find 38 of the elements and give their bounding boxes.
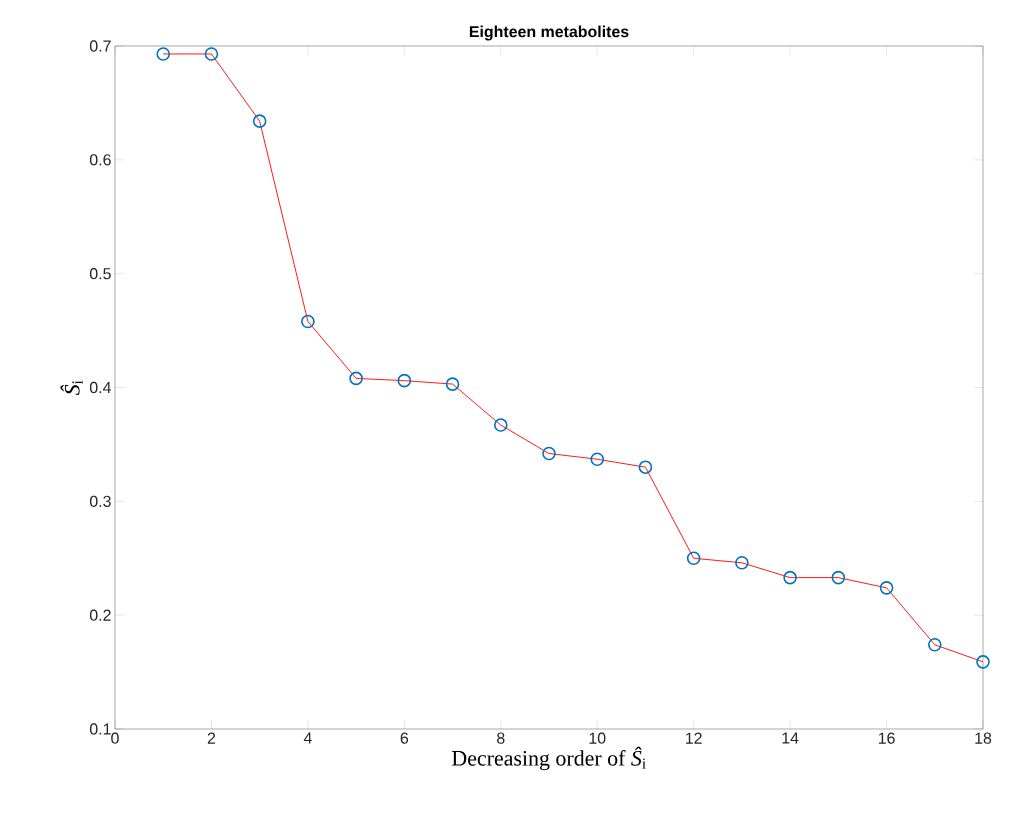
x-axis-title: Decreasing order of Ŝ$_{i}$	[452, 746, 646, 771]
point	[831, 570, 846, 585]
point	[879, 581, 894, 595]
y-tick-label: 0.5	[89, 268, 111, 280]
point	[976, 655, 990, 669]
point	[493, 418, 508, 432]
point	[542, 446, 556, 461]
x-tick-label: 8	[497, 732, 505, 744]
point	[156, 47, 171, 61]
point	[735, 556, 749, 570]
point	[686, 551, 701, 566]
point	[252, 114, 267, 128]
x-tick-label: 14	[782, 732, 799, 744]
x-tick-label: 4	[303, 732, 312, 744]
point	[349, 371, 363, 386]
y-tick-label: 0.2	[89, 609, 111, 621]
point	[927, 637, 942, 652]
point	[397, 373, 412, 388]
y-tick-label: 0.7	[89, 40, 111, 52]
y-tick-label: 0.3	[89, 495, 111, 507]
point	[445, 377, 460, 391]
x-tick-label: 16	[878, 732, 895, 744]
y-tick-label: 0.4	[89, 381, 112, 394]
x-tick-label: 10	[589, 732, 606, 744]
x-tick-label: 6	[400, 732, 409, 744]
chart-title: Eighteen metabolites	[469, 25, 629, 41]
x-tick-label: 18	[975, 732, 992, 744]
point	[783, 570, 797, 585]
x-tick-label: 2	[207, 732, 216, 744]
point	[301, 314, 315, 329]
x-tick-label: 0	[111, 732, 119, 744]
x-tick-label: 12	[686, 732, 702, 744]
y-axis-title: Ŝ$_{i}$	[60, 380, 83, 396]
y-tick-label: 0.6	[89, 154, 111, 166]
point	[590, 452, 605, 467]
y-tick-label: 0.1	[89, 723, 111, 735]
point	[204, 47, 219, 61]
point	[638, 460, 653, 474]
